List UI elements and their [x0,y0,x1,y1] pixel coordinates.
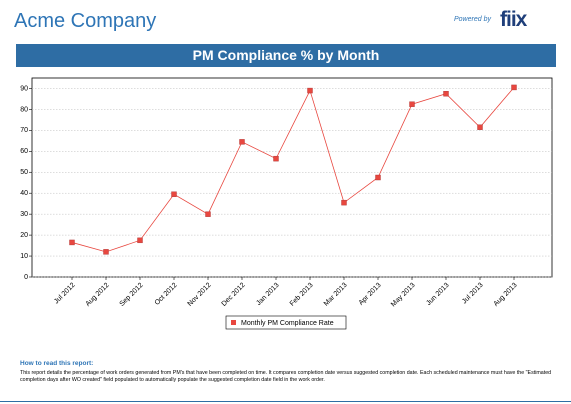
y-tick-label: 50 [20,169,28,176]
data-point [137,237,143,244]
x-tick-label: Sep 2012 [119,282,145,308]
x-tick-label: May 2013 [390,282,417,309]
x-tick-label: Nov 2012 [187,282,213,308]
data-point [307,87,313,94]
data-point [409,101,415,107]
x-tick-label: Apr 2013 [358,282,383,307]
chart-title: PM Compliance % by Month [16,44,556,67]
x-tick-label: Dec 2012 [221,282,247,308]
company-name: Acme Company [14,10,157,32]
series-line [71,87,515,253]
data-point [239,139,245,145]
x-tick-label: Aug 2013 [493,282,519,308]
legend-label: Monthly PM Compliance Rate [241,320,334,327]
legend-swatch [231,320,236,325]
y-tick-label: 0 [24,274,28,281]
x-tick-label: Jul 2013 [461,282,485,306]
footer-rule [0,401,571,402]
legend-box [225,315,347,330]
data-point [511,84,517,91]
y-tick-label: 10 [20,253,28,260]
data-point [205,211,211,217]
y-tick-label: 80 [20,106,28,113]
notes-text: This report details the percentage of wo… [20,370,552,383]
data-point [273,155,279,162]
chart: 0 10 20 30 40 50 60 70 80 90 Jul 2012 Aug 2012 Sep 2… [20,77,553,330]
x-tick-label: Jun 2013 [425,282,450,307]
plot-frame [31,77,553,278]
x-tick-label: Aug 2012 [85,282,111,308]
y-tick-label: 40 [20,190,28,197]
x-tick-label: Feb 2013 [289,282,315,308]
y-tick-label: 20 [20,232,28,239]
powered-by: Powered by [454,16,491,23]
data-point [69,239,75,246]
data-point [341,199,347,206]
x-tick-label: Oct 2012 [154,282,179,307]
notes-heading: How to read this report: [20,360,94,367]
x-tick-label: Jan 2013 [255,282,280,307]
data-point [171,191,177,197]
data-point [375,174,381,181]
data-point [443,91,449,97]
x-tick-label: Jul 2012 [53,282,77,306]
data-point [477,124,483,130]
x-tick-label: Mar 2013 [323,282,349,308]
y-tick-label: 30 [20,211,28,218]
y-tick-label: 90 [20,85,28,92]
data-point [103,249,109,255]
y-tick-label: 60 [20,148,28,155]
logo: fiix [500,8,527,31]
y-tick-label: 70 [20,127,28,134]
